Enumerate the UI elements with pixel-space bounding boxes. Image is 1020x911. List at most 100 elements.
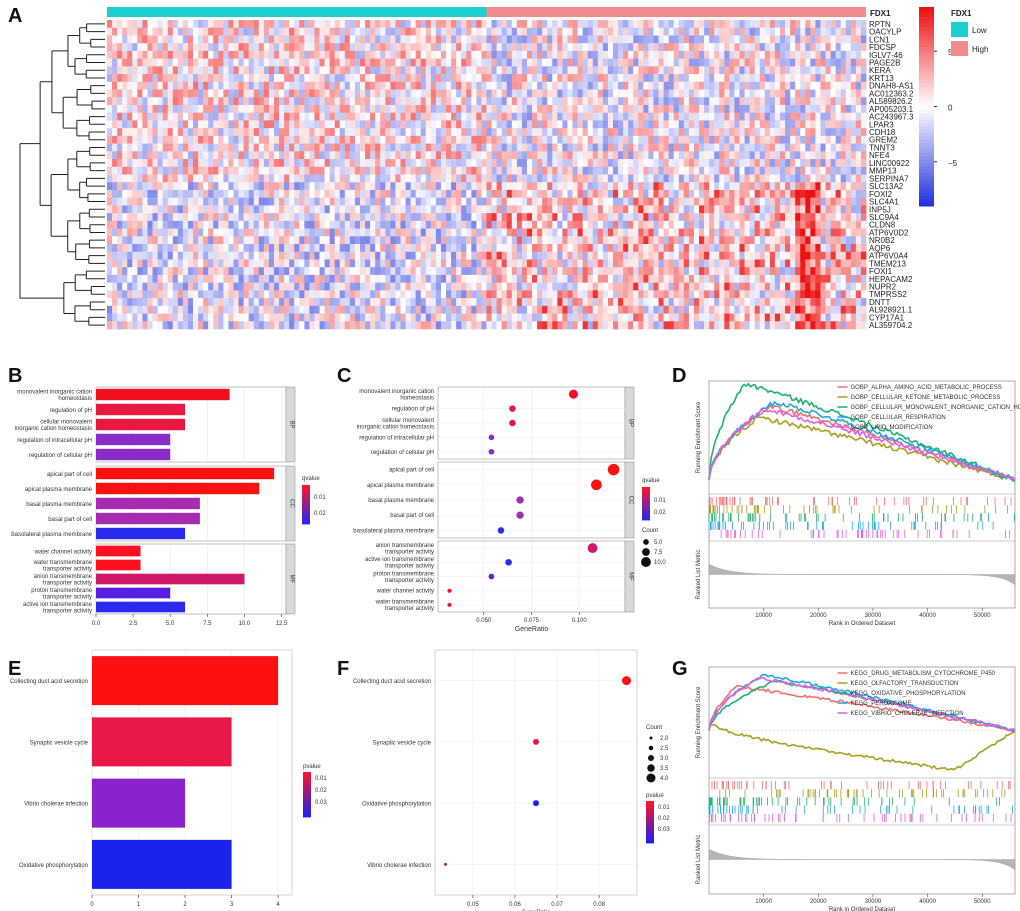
heatmap-cell xyxy=(638,89,644,98)
heatmap-cell xyxy=(142,197,148,206)
heatmap-cell xyxy=(238,251,245,260)
heatmap-cell xyxy=(850,135,857,144)
heatmap-cell xyxy=(405,112,411,121)
heatmap-cell xyxy=(850,236,857,245)
heatmap-cell xyxy=(248,251,255,260)
heatmap-cell xyxy=(233,274,239,283)
heatmap-cell xyxy=(623,197,629,206)
heatmap-cell xyxy=(314,50,320,59)
heatmap-cell xyxy=(552,244,558,253)
heatmap-cell xyxy=(319,213,325,222)
heatmap-cell xyxy=(754,58,761,67)
heatmap-cell xyxy=(855,166,862,175)
heatmap-cell xyxy=(365,189,371,198)
heatmap-cell xyxy=(400,259,406,268)
heatmap-cell xyxy=(785,213,791,222)
heatmap-cell xyxy=(243,81,250,90)
heatmap-cell xyxy=(567,81,573,90)
heatmap-cell xyxy=(410,50,417,59)
heatmap-cell xyxy=(754,104,761,113)
heatmap-cell xyxy=(719,220,725,229)
heatmap-cell xyxy=(744,74,751,83)
heatmap-cell xyxy=(451,27,457,36)
heatmap-cell xyxy=(582,74,589,83)
heatmap-cell xyxy=(446,251,452,260)
heatmap-cell xyxy=(289,259,295,268)
heatmap-cell xyxy=(587,259,594,268)
heatmap-cell xyxy=(193,143,199,152)
heatmap-cell xyxy=(208,128,214,137)
heatmap-cell xyxy=(805,104,811,113)
heatmap-cell xyxy=(243,89,250,98)
heatmap-cell xyxy=(203,220,209,229)
heatmap-cell xyxy=(845,81,852,90)
heatmap-cell xyxy=(673,244,680,253)
heatmap-cell xyxy=(496,74,503,83)
heatmap-cell xyxy=(430,104,437,113)
heatmap-cell xyxy=(354,135,361,144)
heatmap-cell xyxy=(795,135,801,144)
heatmap-cell xyxy=(253,143,260,152)
heatmap-cell xyxy=(516,58,523,67)
heatmap-cell xyxy=(552,259,558,268)
heatmap-cell xyxy=(354,151,361,160)
heatmap-cell xyxy=(233,267,239,276)
heatmap-cell xyxy=(810,251,816,260)
heatmap-cell xyxy=(850,143,857,152)
heatmap-cell xyxy=(238,213,245,222)
heatmap-cell xyxy=(461,135,467,144)
heatmap-cell xyxy=(112,128,118,137)
heatmap-cell xyxy=(208,228,214,237)
heatmap-cell xyxy=(466,143,472,152)
heatmap-cell xyxy=(127,74,133,83)
heatmap-cell xyxy=(349,236,356,245)
heatmap-cell xyxy=(516,244,523,253)
heatmap-cell xyxy=(466,120,472,129)
heatmap-cell xyxy=(142,228,148,237)
heatmap-cell xyxy=(314,135,320,144)
heatmap-cell xyxy=(420,135,427,144)
heatmap-cell xyxy=(805,213,811,222)
heatmap-cell xyxy=(314,143,320,152)
heatmap-cell xyxy=(117,27,123,36)
heatmap-cell xyxy=(208,220,214,229)
heatmap-cell xyxy=(668,50,675,59)
heatmap-cell xyxy=(122,228,128,237)
heatmap-cell xyxy=(759,174,766,183)
heatmap-cell xyxy=(845,166,852,175)
heatmap-cell xyxy=(673,43,680,52)
heatmap-cell xyxy=(724,182,730,191)
heatmap-cell xyxy=(177,43,184,52)
heatmap-cell xyxy=(354,20,361,29)
heatmap-cell xyxy=(203,128,209,137)
heatmap-cell xyxy=(476,213,482,222)
heatmap-cell xyxy=(537,74,543,83)
heatmap-cell xyxy=(835,66,842,75)
heatmap-cell xyxy=(648,205,654,214)
heatmap-cell xyxy=(658,66,664,75)
heatmap-cell xyxy=(511,58,518,67)
heatmap-cell xyxy=(218,174,224,183)
heatmap-cell xyxy=(577,236,584,245)
heatmap-cell xyxy=(385,135,391,144)
heatmap-cell xyxy=(117,81,123,90)
heatmap-cell xyxy=(795,159,801,168)
heatmap-cell xyxy=(385,244,391,253)
heatmap-cell xyxy=(157,35,164,44)
heatmap-cell xyxy=(137,228,143,237)
heatmap-cell xyxy=(284,58,290,67)
heatmap-cell xyxy=(678,151,685,160)
heatmap-cell xyxy=(648,174,654,183)
heatmap-cell xyxy=(142,27,148,36)
heatmap-cell xyxy=(744,174,751,183)
heatmap-cell xyxy=(759,43,766,52)
heatmap-cell xyxy=(663,128,670,137)
heatmap-cell xyxy=(805,174,811,183)
heatmap-cell xyxy=(532,166,538,175)
heatmap-cell xyxy=(299,104,305,113)
heatmap-cell xyxy=(542,43,548,52)
heatmap-cell xyxy=(785,112,791,121)
heatmap-cell xyxy=(223,20,229,29)
heatmap-cell xyxy=(309,104,315,113)
heatmap-cell xyxy=(729,81,735,90)
